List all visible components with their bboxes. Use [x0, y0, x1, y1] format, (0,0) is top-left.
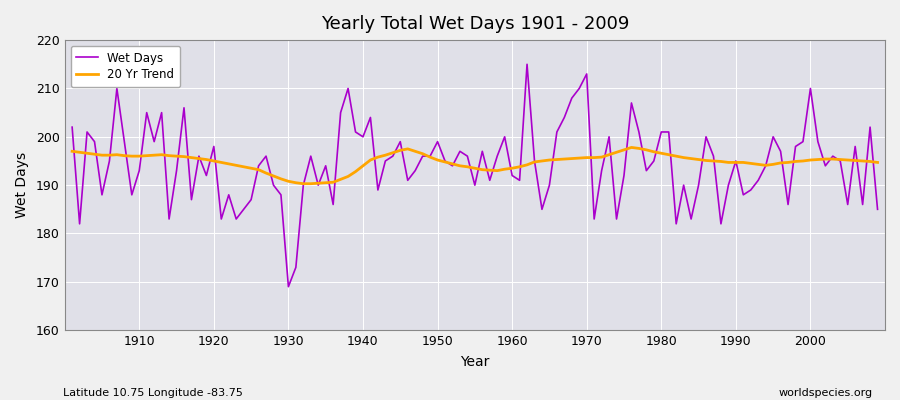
- 20 Yr Trend: [872, 160, 883, 165]
- 20 Yr Trend: [126, 154, 137, 158]
- Line: Wet Days: Wet Days: [72, 64, 878, 287]
- 20 Yr Trend: [343, 174, 354, 179]
- Line: 20 Yr Trend: 20 Yr Trend: [72, 148, 878, 184]
- Wet Days: [522, 62, 533, 67]
- 20 Yr Trend: [604, 152, 615, 157]
- 20 Yr Trend: [291, 180, 302, 185]
- 20 Yr Trend: [626, 145, 637, 150]
- Legend: Wet Days, 20 Yr Trend: Wet Days, 20 Yr Trend: [70, 46, 180, 87]
- Wet Days: [283, 284, 293, 289]
- Wet Days: [126, 192, 137, 197]
- Text: Latitude 10.75 Longitude -83.75: Latitude 10.75 Longitude -83.75: [63, 388, 243, 398]
- X-axis label: Year: Year: [460, 355, 490, 369]
- Wet Days: [872, 207, 883, 212]
- 20 Yr Trend: [514, 164, 525, 169]
- Wet Days: [343, 86, 354, 91]
- 20 Yr Trend: [298, 181, 309, 186]
- Wet Days: [298, 183, 309, 188]
- Y-axis label: Wet Days: Wet Days: [15, 152, 29, 218]
- 20 Yr Trend: [507, 166, 517, 171]
- 20 Yr Trend: [67, 149, 77, 154]
- Wet Days: [514, 178, 525, 183]
- Wet Days: [67, 125, 77, 130]
- Wet Days: [507, 173, 517, 178]
- Title: Yearly Total Wet Days 1901 - 2009: Yearly Total Wet Days 1901 - 2009: [320, 15, 629, 33]
- Wet Days: [611, 216, 622, 221]
- Text: worldspecies.org: worldspecies.org: [778, 388, 873, 398]
